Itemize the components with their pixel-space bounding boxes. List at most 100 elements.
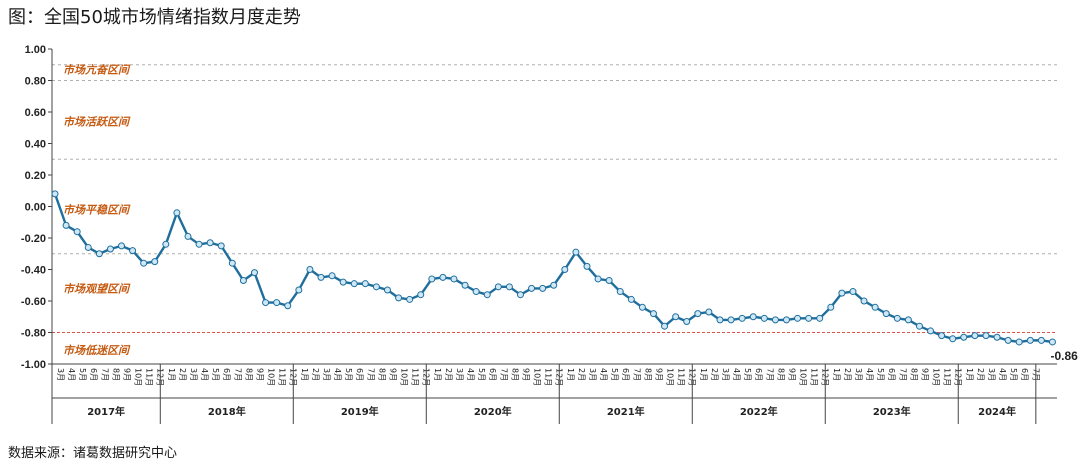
data-point <box>73 228 81 236</box>
month-tick-label: 10月 <box>799 368 808 386</box>
end-value-label: -0.86 <box>1050 349 1078 363</box>
data-point <box>117 242 125 250</box>
year-label: 2018年 <box>208 405 246 418</box>
data-point <box>860 297 868 305</box>
month-tick-label: 11月 <box>411 368 420 386</box>
month-tick-label: 6月 <box>488 368 497 381</box>
year-label: 2019年 <box>341 405 379 418</box>
grid-layer <box>52 64 1057 333</box>
month-tick-label: 9月 <box>122 368 131 381</box>
month-tick-label: 6月 <box>621 368 630 381</box>
data-point <box>417 291 425 299</box>
month-tick-label: 4月 <box>67 368 76 381</box>
month-tick-label: 9月 <box>920 368 929 381</box>
month-tick-label: 3月 <box>987 368 996 381</box>
month-tick-label: 7月 <box>632 368 641 381</box>
data-point <box>982 332 990 340</box>
month-tick-label: 3月 <box>854 368 863 381</box>
data-point <box>838 289 846 297</box>
month-tick-label: 2月 <box>311 368 320 381</box>
month-tick-label: 5月 <box>1009 368 1018 381</box>
data-point <box>173 209 181 217</box>
month-tick-label: 11月 <box>278 368 287 386</box>
data-point <box>95 250 103 258</box>
month-tick-label: 7月 <box>765 368 774 381</box>
y-tick-label: 0.80 <box>25 76 46 88</box>
data-point <box>749 313 757 321</box>
data-point <box>195 240 203 248</box>
data-point <box>461 281 469 289</box>
month-tick-label: 11月 <box>677 368 686 386</box>
data-point <box>528 284 536 292</box>
year-label: 2023年 <box>873 405 911 418</box>
month-tick-label: 4月 <box>333 368 342 381</box>
data-point <box>960 333 968 341</box>
data-point <box>550 281 558 289</box>
data-point <box>738 314 746 322</box>
month-tick-label: 3月 <box>721 368 730 381</box>
data-point <box>295 286 303 294</box>
zone-label: 市场活跃区间 <box>63 115 131 128</box>
data-point <box>993 333 1001 341</box>
y-tick-label: -1.00 <box>21 359 46 371</box>
y-tick-label: 1.00 <box>25 44 46 56</box>
data-point <box>239 277 247 285</box>
data-point <box>649 310 657 318</box>
data-point <box>672 313 680 321</box>
year-label: 2024年 <box>978 405 1016 418</box>
data-point <box>915 322 923 330</box>
month-tick-label: 10月 <box>134 368 143 386</box>
data-point <box>395 294 403 302</box>
month-tick-label: 9月 <box>787 368 796 381</box>
data-point <box>771 316 779 324</box>
year-label: 2017年 <box>87 405 125 418</box>
data-point <box>273 299 281 307</box>
month-tick-label: 9月 <box>255 368 264 381</box>
data-point <box>827 303 835 311</box>
month-tick-label: 6月 <box>887 368 896 381</box>
data-point <box>106 245 114 253</box>
month-tick-label: 8月 <box>244 368 253 381</box>
year-label: 2021年 <box>607 405 645 418</box>
month-tick-label: 1月 <box>300 368 309 381</box>
month-tick-label: 1月 <box>566 368 575 381</box>
month-tick-label: 4月 <box>466 368 475 381</box>
data-point <box>782 316 790 324</box>
y-tick-label: -0.20 <box>21 233 46 245</box>
month-tick-label: 3月 <box>455 368 464 381</box>
data-point <box>350 280 358 288</box>
data-point <box>1048 338 1056 346</box>
data-point <box>472 288 480 296</box>
y-tick-label: -0.40 <box>21 265 46 277</box>
month-tick-label: 8月 <box>510 368 519 381</box>
data-point <box>871 303 879 311</box>
data-point <box>306 266 314 273</box>
data-point <box>583 262 591 270</box>
month-tick-label: 2月 <box>577 368 586 381</box>
data-point <box>849 288 857 296</box>
data-point <box>361 280 369 288</box>
month-tick-label: 1月 <box>965 368 974 381</box>
month-tick-label: 9月 <box>388 368 397 381</box>
data-point <box>151 258 159 266</box>
data-point <box>162 240 170 248</box>
month-tick-label: 10月 <box>932 368 941 386</box>
month-tick-label: 5月 <box>211 368 220 381</box>
data-point <box>250 269 258 277</box>
data-point <box>594 275 602 283</box>
data-point <box>638 303 646 311</box>
month-tick-label: 8月 <box>643 368 652 381</box>
y-tick-label: 0.60 <box>25 107 46 119</box>
data-point <box>328 272 336 280</box>
data-point <box>129 247 137 255</box>
data-point <box>760 314 768 322</box>
zone-label: 市场低迷区间 <box>63 344 131 357</box>
zone-label: 市场亢奋区间 <box>63 63 131 76</box>
data-point <box>228 259 236 267</box>
data-point <box>62 221 70 229</box>
data-point <box>539 284 547 292</box>
month-tick-label: 10月 <box>533 368 542 386</box>
chart-title: 图：全国50城市场情绪指数月度走势 <box>8 7 301 28</box>
data-point <box>406 295 414 303</box>
month-tick-label: 11月 <box>943 368 952 386</box>
